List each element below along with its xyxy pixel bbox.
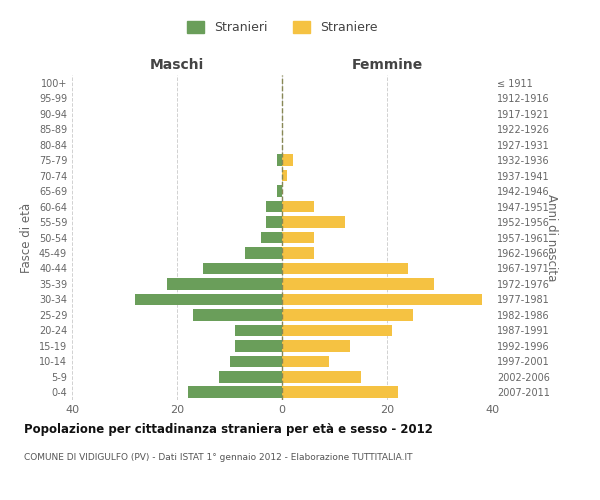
Bar [282, 324, 392, 336]
Bar [266, 216, 282, 228]
Bar [277, 154, 282, 166]
Bar [282, 247, 314, 259]
Text: Maschi: Maschi [150, 58, 204, 72]
Bar [135, 294, 282, 305]
Bar [282, 170, 287, 181]
Bar [167, 278, 282, 289]
Bar [282, 154, 293, 166]
Bar [219, 371, 282, 382]
Bar [261, 232, 282, 243]
Bar [282, 386, 398, 398]
Bar [282, 216, 345, 228]
Bar [235, 324, 282, 336]
Bar [282, 262, 408, 274]
Y-axis label: Fasce di età: Fasce di età [20, 202, 33, 272]
Bar [282, 278, 434, 289]
Bar [245, 247, 282, 259]
Bar [277, 186, 282, 197]
Bar [266, 200, 282, 212]
Bar [282, 309, 413, 320]
Bar [282, 356, 329, 367]
Bar [282, 340, 350, 351]
Bar [187, 386, 282, 398]
Bar [282, 294, 482, 305]
Y-axis label: Anni di nascita: Anni di nascita [545, 194, 558, 281]
Bar [282, 371, 361, 382]
Bar [282, 200, 314, 212]
Bar [235, 340, 282, 351]
Bar [193, 309, 282, 320]
Legend: Stranieri, Straniere: Stranieri, Straniere [182, 16, 383, 40]
Bar [229, 356, 282, 367]
Text: Popolazione per cittadinanza straniera per età e sesso - 2012: Popolazione per cittadinanza straniera p… [24, 422, 433, 436]
Bar [282, 232, 314, 243]
Text: COMUNE DI VIDIGULFO (PV) - Dati ISTAT 1° gennaio 2012 - Elaborazione TUTTITALIA.: COMUNE DI VIDIGULFO (PV) - Dati ISTAT 1°… [24, 452, 413, 462]
Text: Femmine: Femmine [352, 58, 422, 72]
Bar [203, 262, 282, 274]
